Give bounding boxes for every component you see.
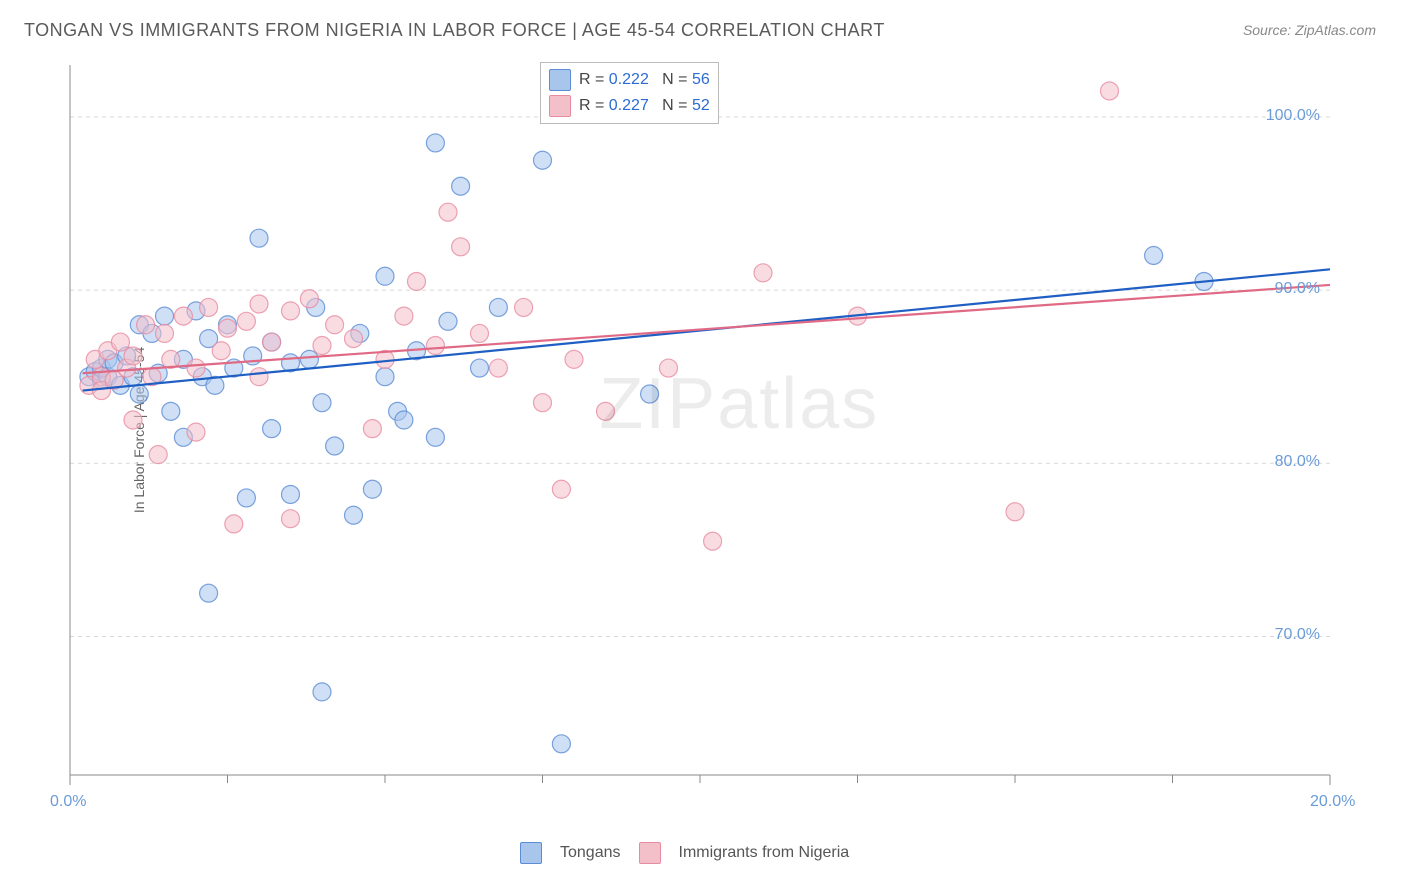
y-tick-label: 90.0%: [1260, 280, 1320, 298]
legend-correlation-row: R = 0.227 N = 52: [549, 93, 710, 119]
legend-series-label: Immigrants from Nigeria: [679, 844, 850, 862]
correlation-legend: R = 0.222 N = 56R = 0.227 N = 52: [540, 62, 719, 124]
y-tick-label: 100.0%: [1260, 107, 1320, 125]
legend-correlation-row: R = 0.222 N = 56: [549, 67, 710, 93]
y-tick-label: 80.0%: [1260, 453, 1320, 471]
legend-series-label: Tongans: [560, 844, 621, 862]
series-legend: Tongans Immigrants from Nigeria: [520, 842, 849, 864]
y-tick-label: 70.0%: [1260, 626, 1320, 644]
x-tick-label: 0.0%: [50, 793, 86, 811]
source-attribution: Source: ZipAtlas.com: [1243, 22, 1376, 38]
chart-title: TONGAN VS IMMIGRANTS FROM NIGERIA IN LAB…: [24, 20, 885, 41]
x-tick-label: 20.0%: [1310, 793, 1355, 811]
chart-container: In Labor Force | Age 45-54 ZIPatlas: [50, 55, 1370, 805]
legend-swatch: [520, 842, 542, 864]
legend-stat-text: R = 0.222 N = 56: [579, 67, 710, 93]
legend-swatch: [549, 95, 571, 117]
legend-swatch: [549, 69, 571, 91]
scatter-chart: [50, 55, 1370, 805]
legend-stat-text: R = 0.227 N = 52: [579, 93, 710, 119]
legend-swatch: [639, 842, 661, 864]
